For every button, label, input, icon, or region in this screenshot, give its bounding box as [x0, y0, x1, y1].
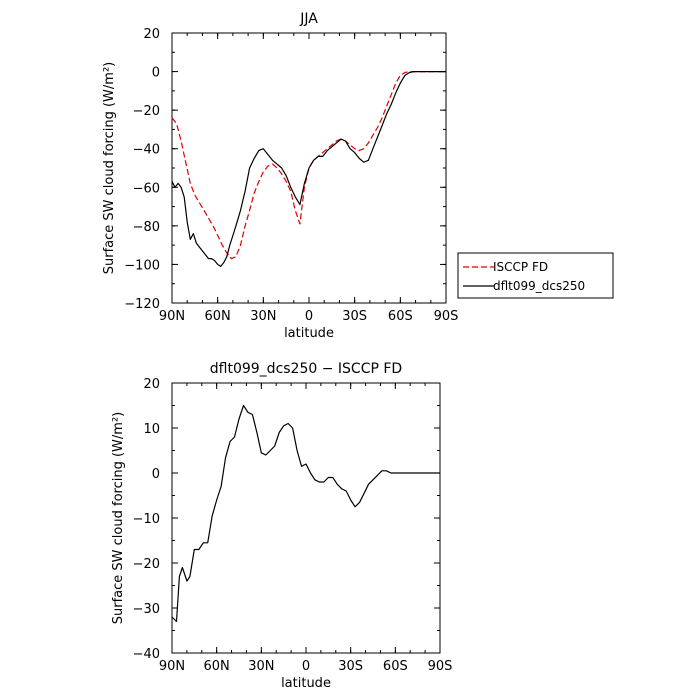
top-panel-y-axis-label: Surface SW cloud forcing (W/m²): [102, 62, 117, 274]
y-tick-label: −120: [124, 297, 160, 312]
y-tick-label: 20: [143, 377, 160, 392]
bottom-panel-x-axis-label: latitude: [281, 676, 331, 691]
top-panel-title: JJA: [299, 11, 318, 27]
legend-label-isccp: ISCCP FD: [493, 260, 548, 274]
x-tick-label: 90N: [159, 309, 185, 324]
y-tick-label: −10: [133, 512, 160, 527]
series-line-0: [171, 404, 440, 623]
x-tick-label: 0: [305, 309, 313, 324]
legend: ISCCP FD dflt099_dcs250: [457, 252, 614, 299]
y-tick-label: −20: [133, 104, 160, 119]
legend-label-model: dflt099_dcs250: [493, 279, 585, 293]
x-tick-label: 30S: [342, 309, 367, 324]
bottom-panel: dflt099_dcs250 − ISCCP FD latitude Surfa…: [111, 361, 452, 691]
x-tick-label: 30N: [250, 309, 276, 324]
x-tick-label: 60N: [205, 309, 231, 324]
x-tick-label: 90S: [428, 659, 453, 674]
y-tick-label: 0: [152, 66, 160, 81]
series-line-0: [171, 70, 446, 260]
x-tick-label: 60N: [204, 659, 230, 674]
x-tick-label: 60S: [383, 659, 408, 674]
x-tick-label: 90S: [434, 309, 459, 324]
y-tick-label: −30: [133, 602, 160, 617]
y-tick-label: −60: [133, 181, 160, 196]
x-tick-label: 30S: [338, 659, 363, 674]
x-tick-label: 0: [302, 659, 310, 674]
x-tick-label: 60S: [388, 309, 413, 324]
legend-box: [457, 252, 614, 299]
y-tick-label: −20: [133, 557, 160, 572]
x-tick-label: 90N: [159, 659, 185, 674]
y-tick-label: −40: [133, 143, 160, 158]
y-tick-label: 10: [143, 422, 160, 437]
y-tick-label: 20: [143, 27, 160, 42]
x-tick-label: 30N: [248, 659, 274, 674]
y-tick-label: −80: [133, 220, 160, 235]
bottom-panel-title: dflt099_dcs250 − ISCCP FD: [210, 361, 402, 377]
y-tick-label: 0: [152, 467, 160, 482]
bottom-panel-y-axis-label: Surface SW cloud forcing (W/m²): [111, 412, 126, 624]
y-tick-label: −40: [133, 647, 160, 662]
top-panel-x-axis-label: latitude: [284, 326, 334, 341]
series-line-1: [171, 70, 446, 267]
y-tick-label: −100: [124, 258, 160, 273]
top-panel: JJA latitude Surface SW cloud forcing (W…: [102, 11, 458, 341]
